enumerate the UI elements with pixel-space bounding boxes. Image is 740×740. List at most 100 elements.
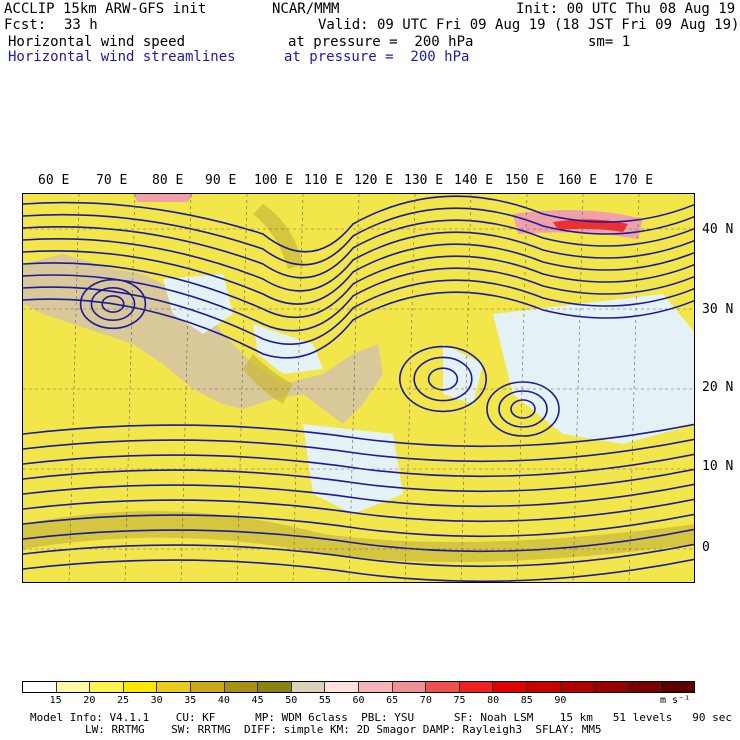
legend-swatch bbox=[157, 682, 191, 692]
streamline bbox=[23, 195, 694, 253]
legend-swatch bbox=[392, 682, 427, 692]
legend-swatch bbox=[358, 682, 393, 692]
meridian-line bbox=[180, 194, 192, 582]
legend-unit: m s⁻¹ bbox=[660, 695, 691, 706]
streamline bbox=[23, 543, 694, 568]
legend-tick-label: 25 bbox=[116, 695, 129, 706]
legend-tick-label: 90 bbox=[554, 695, 567, 706]
lat-label: 0 bbox=[702, 540, 710, 555]
color-legend bbox=[22, 681, 695, 693]
legend-swatch bbox=[291, 682, 326, 692]
legend-swatch bbox=[90, 682, 124, 692]
streamline bbox=[23, 453, 694, 478]
init-time: Init: 00 UTC Thu 08 Aug 19 bbox=[516, 1, 736, 17]
legend-tick-label: 20 bbox=[83, 695, 96, 706]
legend-tick-label: 60 bbox=[352, 695, 365, 706]
valid-time: Valid: 09 UTC Fri 09 Aug 19 (18 JST Fri … bbox=[318, 17, 740, 33]
legend-tick-label: 15 bbox=[49, 695, 62, 706]
legend-swatch bbox=[627, 682, 662, 692]
legend-tick-label: 45 bbox=[251, 695, 264, 706]
lon-label: 80 E bbox=[152, 173, 184, 188]
meridian-line bbox=[68, 194, 80, 582]
streamline bbox=[23, 243, 694, 305]
vortex-streamline bbox=[101, 295, 125, 313]
vortex-streamline bbox=[486, 381, 560, 437]
legend-tick-label: 35 bbox=[184, 695, 197, 706]
field2-level: at pressure = 200 hPa bbox=[284, 49, 470, 65]
vortex-streamline bbox=[498, 390, 548, 428]
model-info-line1: Model Info: V4.1.1 CU: KF MP: WDM 6class… bbox=[30, 711, 732, 724]
legend-tick-label: 80 bbox=[487, 695, 500, 706]
streamline bbox=[23, 423, 694, 448]
legend-swatch bbox=[459, 682, 494, 692]
meridian-line bbox=[460, 194, 472, 582]
meridian-line bbox=[348, 194, 360, 582]
meridian-line bbox=[236, 194, 248, 582]
streamline bbox=[23, 267, 694, 332]
streamline bbox=[23, 558, 694, 582]
legend-swatch bbox=[594, 682, 628, 692]
streamline bbox=[23, 279, 694, 346]
field1-name: Horizontal wind speed bbox=[8, 34, 186, 50]
fcst-label: Fcst: bbox=[4, 17, 47, 33]
legend-swatch bbox=[23, 682, 57, 692]
legend-swatch bbox=[123, 682, 158, 692]
lat-label: 30 N bbox=[702, 302, 734, 317]
calm-zone bbox=[493, 294, 694, 444]
lat-label: 40 N bbox=[702, 222, 734, 237]
lon-label: 70 E bbox=[96, 173, 128, 188]
streamline bbox=[23, 291, 694, 359]
meridian-line bbox=[516, 194, 528, 582]
legend-swatch bbox=[661, 682, 694, 692]
legend-tick-label: 40 bbox=[217, 695, 230, 706]
meridian-line bbox=[404, 194, 416, 582]
lon-label: 110 E bbox=[304, 173, 344, 188]
lat-label: 10 N bbox=[702, 459, 734, 474]
lon-label: 60 E bbox=[38, 173, 70, 188]
wind-map-canvas bbox=[23, 194, 694, 582]
lon-label: 140 E bbox=[454, 173, 494, 188]
legend-tick-label: 75 bbox=[453, 695, 466, 706]
jet-streak-edge bbox=[133, 194, 193, 202]
meridian-line bbox=[124, 194, 136, 582]
streamline bbox=[23, 468, 694, 493]
legend-tick-label: 85 bbox=[520, 695, 533, 706]
streamline bbox=[23, 207, 694, 266]
legend-tick-label: 55 bbox=[318, 695, 331, 706]
org-label: NCAR/MMM bbox=[272, 1, 340, 17]
wind-map bbox=[22, 193, 695, 583]
streamline bbox=[23, 498, 694, 523]
strong-wind-band bbox=[243, 354, 293, 404]
streamline bbox=[23, 528, 694, 553]
legend-swatch bbox=[493, 682, 527, 692]
fcst-value: 33 h bbox=[64, 17, 98, 33]
smoothing-label: sm= 1 bbox=[588, 34, 631, 50]
meridian-line bbox=[572, 194, 584, 582]
streamline-layer bbox=[23, 195, 694, 582]
vortex-streamline bbox=[79, 278, 147, 330]
streamline bbox=[23, 483, 694, 508]
calm-zone bbox=[253, 324, 323, 374]
strong-wind-band bbox=[253, 204, 303, 269]
lon-label: 90 E bbox=[205, 173, 237, 188]
legend-swatch bbox=[526, 682, 561, 692]
legend-swatch bbox=[258, 682, 292, 692]
model-info-line2: LW: RRTMG SW: RRTMG DIFF: simple KM: 2D … bbox=[85, 723, 602, 736]
streamline bbox=[23, 255, 694, 319]
vortex-streamline bbox=[413, 356, 473, 402]
meridian-line bbox=[292, 194, 304, 582]
streamline bbox=[23, 231, 694, 292]
legend-swatch bbox=[56, 682, 91, 692]
legend-tick-label: 50 bbox=[285, 695, 298, 706]
legend-swatch bbox=[426, 682, 460, 692]
streamline bbox=[23, 438, 694, 463]
legend-swatch bbox=[224, 682, 259, 692]
lon-label: 160 E bbox=[558, 173, 598, 188]
legend-tick-label: 65 bbox=[386, 695, 399, 706]
lon-label: 120 E bbox=[354, 173, 394, 188]
field1-level: at pressure = 200 hPa bbox=[288, 34, 474, 50]
vortex-streamline bbox=[427, 367, 459, 391]
lat-label: 20 N bbox=[702, 380, 734, 395]
streamline bbox=[23, 513, 694, 538]
coastline-layer bbox=[23, 194, 694, 582]
